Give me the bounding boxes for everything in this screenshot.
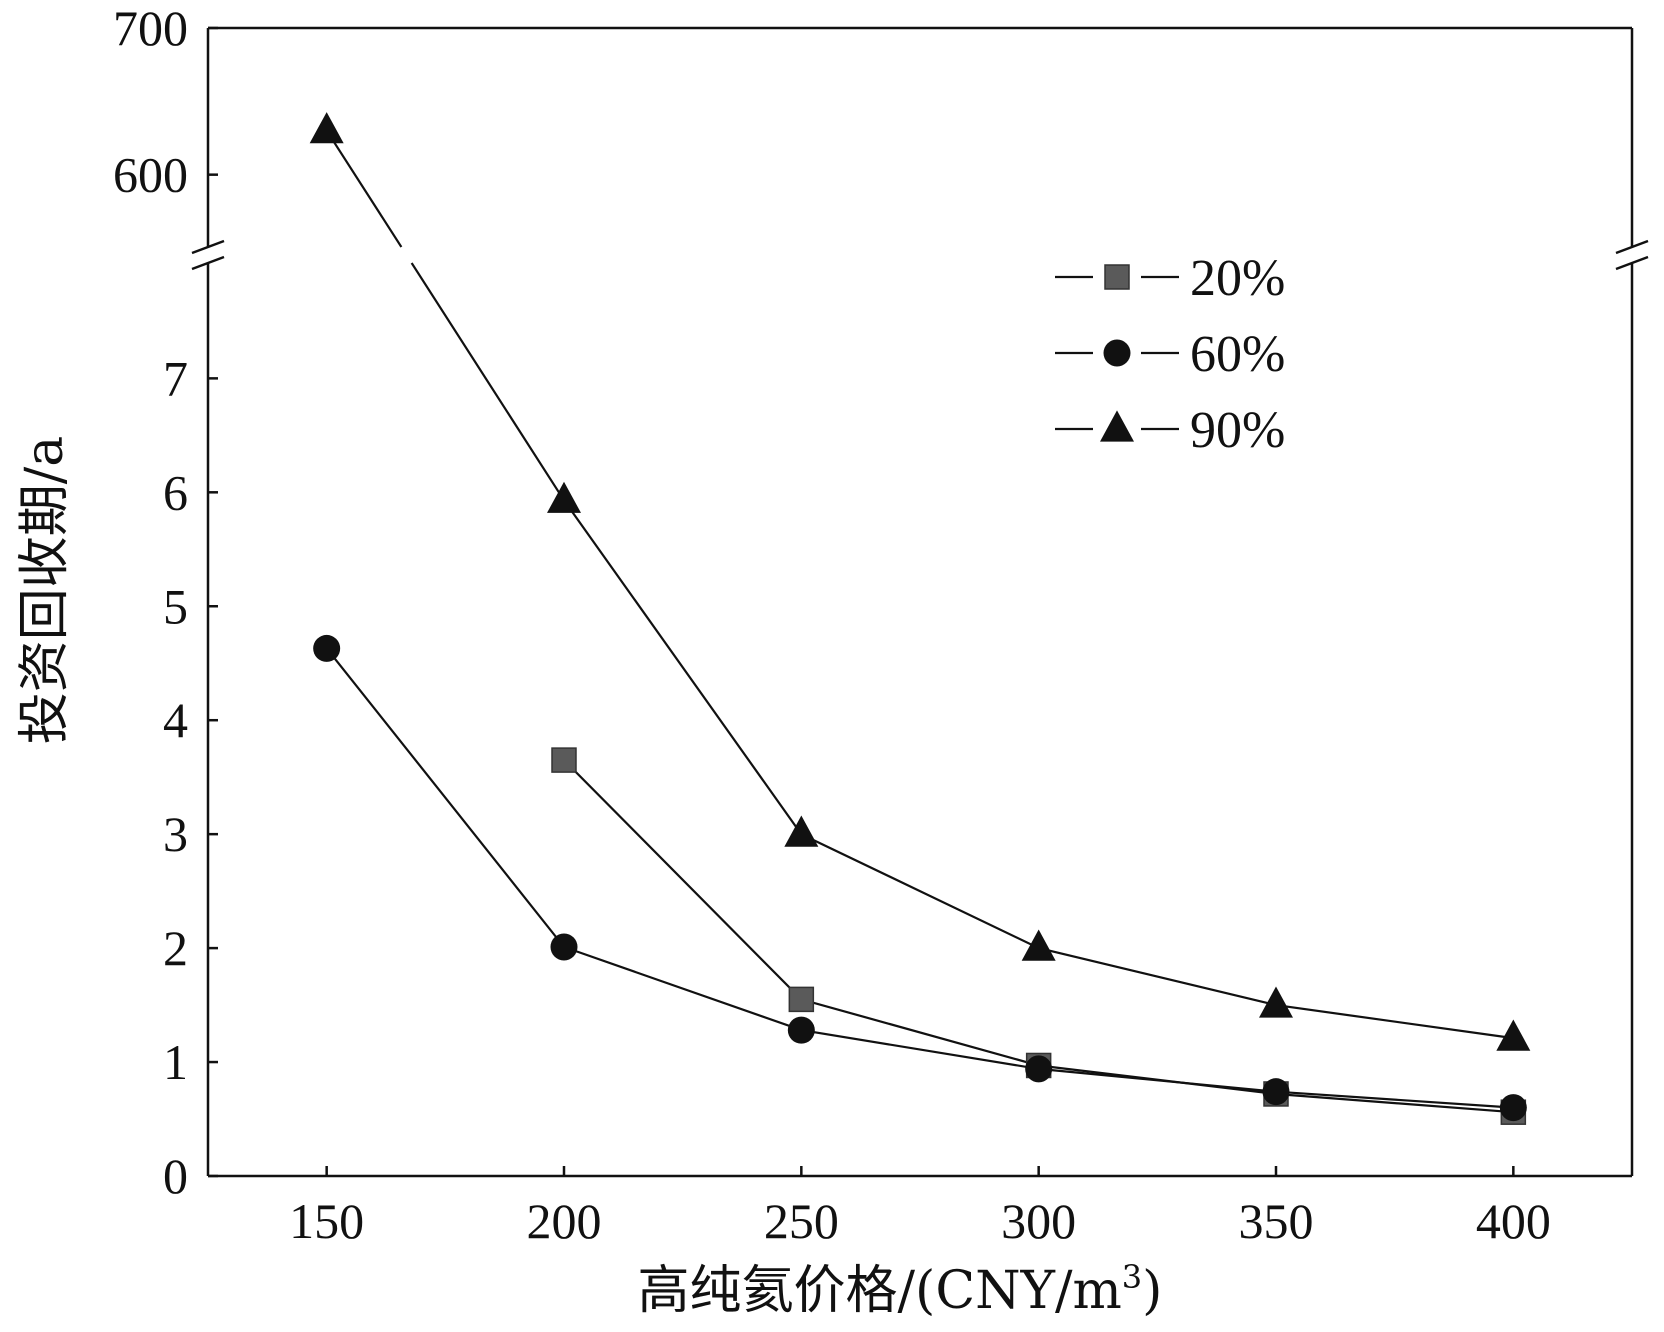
data-point-60pct-250	[787, 1016, 815, 1044]
data-point-90pct-200	[547, 481, 581, 513]
data-point-60pct-350	[1262, 1078, 1290, 1106]
series-layer	[309, 112, 1531, 1125]
axis-break-mark-left-1	[191, 239, 225, 255]
y-tick-label-0: 0	[163, 1148, 188, 1204]
y-tick-label-3: 3	[163, 806, 188, 862]
series-60pct	[313, 634, 1527, 1122]
data-point-60pct-200	[550, 933, 578, 961]
legend-label-60pct: 60%	[1190, 326, 1285, 383]
legend-item-60pct: 60%	[1055, 326, 1285, 383]
axis-break-mark-left-2	[191, 255, 225, 271]
legend-item-90pct: 90%	[1055, 402, 1285, 459]
y-tick-label-6: 6	[163, 464, 188, 520]
axis-break-mark-right-2	[1615, 255, 1649, 271]
series-break-gap	[397, 244, 416, 266]
data-point-60pct-300	[1025, 1055, 1053, 1083]
data-point-90pct-250	[784, 815, 819, 847]
plot-frame	[191, 26, 1649, 1178]
x-tick-label-250: 250	[764, 1193, 839, 1249]
y-axis: 0 1 2 3 4 5 6 7 600 700	[113, 0, 218, 1204]
y-axis-title: 投资回收期/a	[15, 436, 75, 745]
x-axis-title-tail: )	[1142, 1261, 1162, 1321]
y-tick-label-4: 4	[163, 692, 188, 748]
x-tick-label-400: 400	[1476, 1193, 1551, 1249]
data-point-90pct-350	[1259, 986, 1293, 1018]
series-line-60pct	[325, 647, 1514, 1109]
legend-marker-circle	[1103, 339, 1131, 367]
series-90pct	[309, 112, 1531, 1051]
y-tick-label-600: 600	[113, 147, 188, 203]
data-point-90pct-400	[1496, 1019, 1531, 1051]
x-axis: 150 200 250 300 350 400	[289, 1166, 1551, 1249]
legend-marker-square	[1104, 264, 1130, 290]
data-point-60pct-400	[1499, 1094, 1527, 1122]
y-tick-label-7: 7	[163, 350, 188, 406]
x-tick-label-200: 200	[527, 1193, 602, 1249]
legend-item-20pct: 20%	[1055, 250, 1285, 307]
legend-marker-triangle	[1100, 410, 1134, 442]
x-axis-title: 高纯氦价格/(CNY/m3)	[638, 1258, 1163, 1321]
y-tick-label-700: 700	[113, 0, 188, 56]
data-point-20pct-250	[788, 986, 815, 1013]
x-tick-label-300: 300	[1001, 1193, 1076, 1249]
y-tick-label-2: 2	[163, 920, 188, 976]
y-tick-label-5: 5	[163, 578, 188, 634]
data-point-20pct-200	[551, 747, 577, 773]
y-tick-label-1: 1	[163, 1034, 188, 1090]
x-axis-title-main: 高纯氦价格/(CNY/m	[638, 1261, 1122, 1321]
data-point-60pct-150	[313, 634, 341, 662]
data-point-90pct-150	[309, 112, 344, 144]
axis-break-mark-right-1	[1615, 239, 1649, 255]
x-tick-label-150: 150	[289, 1193, 364, 1249]
legend-label-20pct: 20%	[1190, 250, 1285, 307]
legend-label-90pct: 90%	[1190, 402, 1285, 459]
series-line-90pct	[325, 130, 1514, 1040]
x-axis-title-superscript: 3	[1122, 1258, 1142, 1296]
data-point-90pct-300	[1021, 929, 1056, 961]
x-tick-label-350: 350	[1239, 1193, 1314, 1249]
legend: 20% 60% 90%	[1055, 250, 1285, 459]
